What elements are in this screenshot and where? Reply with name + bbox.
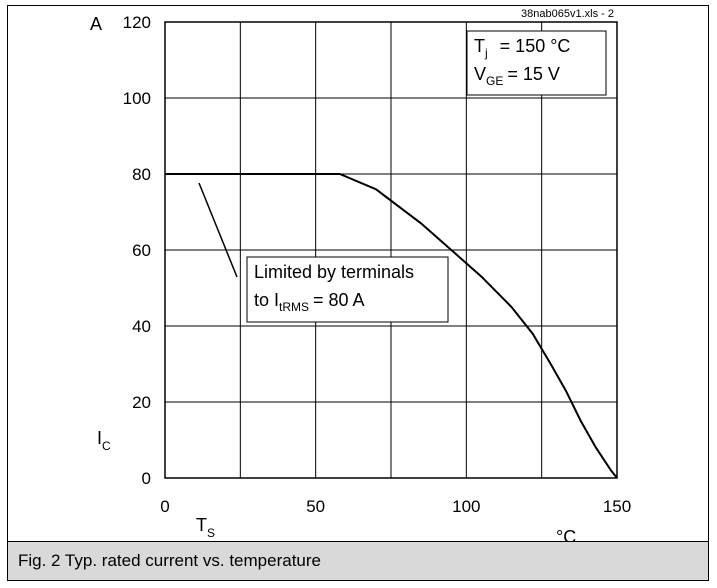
y-tick-label: 80 [132, 165, 151, 184]
annotation-line1: Limited by terminals [254, 262, 414, 282]
conditions-box [466, 30, 607, 96]
y-tick-label: 60 [132, 241, 151, 260]
x-tick-label: 100 [452, 497, 480, 516]
condition-vge: VGE = 15 V [474, 64, 560, 88]
x-tick-label: 150 [603, 497, 631, 516]
plot-border [164, 21, 618, 479]
series-line [165, 173, 618, 479]
annotation-pointer [198, 182, 238, 278]
annotation-box [246, 256, 449, 323]
tick-labels: 0 20 40 60 80 100 120 0 50 100 150 [123, 13, 632, 516]
y-tick-label: 100 [123, 89, 151, 108]
y-tick-label: 40 [132, 317, 151, 336]
x-axis-label: TS [196, 515, 215, 540]
condition-tj: Tj = 150 °C [474, 36, 570, 60]
y-axis-label: IC [97, 428, 111, 453]
x-tick-label: 50 [306, 497, 325, 516]
y-unit: A [90, 14, 102, 34]
annotation-line2: to ItRMS = 80 A [254, 290, 365, 314]
x-tick-label: 0 [160, 497, 169, 516]
figure-caption: Fig. 2 Typ. rated current vs. temperatur… [7, 541, 709, 581]
y-tick-label: 20 [132, 393, 151, 412]
y-tick-label: 120 [123, 13, 151, 32]
y-tick-label: 0 [142, 469, 151, 488]
file-ref: 38nab065v1.xls - 2 [521, 8, 614, 20]
